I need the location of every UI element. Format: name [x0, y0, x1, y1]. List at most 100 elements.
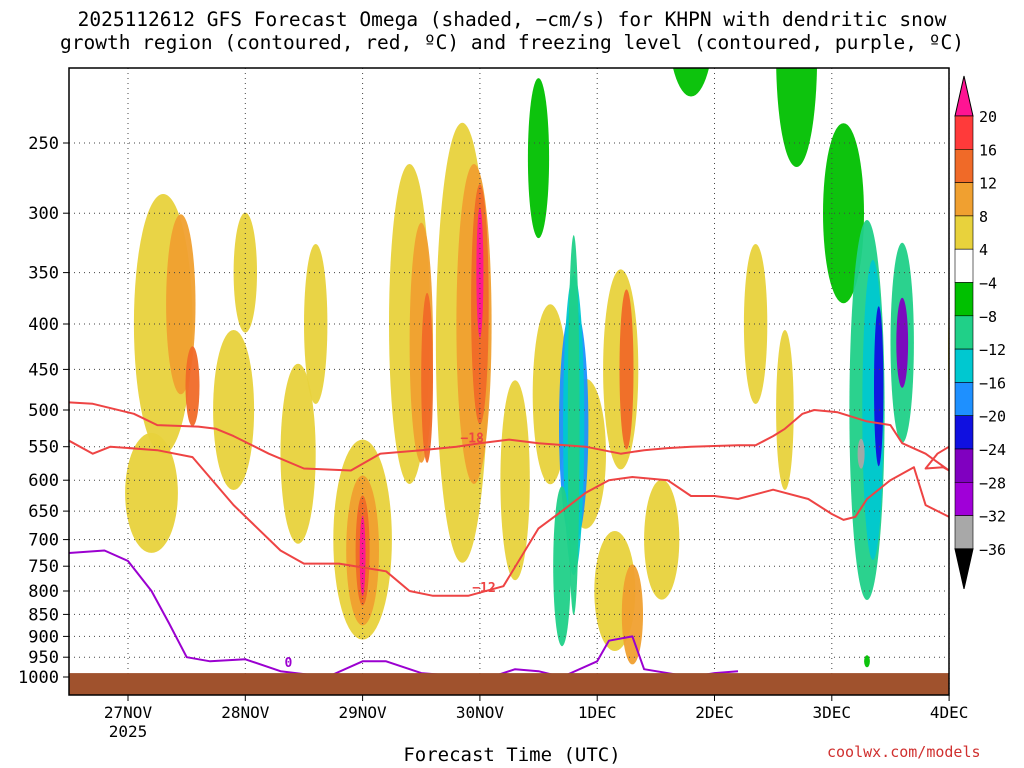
colorbar-swatch-4 [954, 215, 974, 250]
x-tick-label-5: 2DEC [695, 703, 734, 722]
colorbar-label-2: 12 [979, 175, 997, 193]
shading-region-41 [673, 68, 709, 97]
colorbar-swatch-6 [954, 282, 974, 317]
colorbar-label-0: 20 [979, 108, 997, 126]
shading-region-5 [233, 212, 257, 333]
colorbar-label-6: −8 [979, 308, 997, 326]
y-tick-label-2: 350 [28, 264, 59, 284]
y-tick-label-13: 900 [28, 627, 59, 647]
x-axis-label: Forecast Time (UTC) [403, 744, 621, 766]
colorbar-swatch-12 [954, 481, 974, 516]
x-axis: 27NOV 28NOV 29NOV 30NOV 1DEC 2DEC 3DEC 4DEC 2025 [104, 695, 968, 741]
y-tick-label-1: 300 [28, 204, 59, 224]
shading-region-48 [864, 655, 870, 668]
colorbar-label-5: −4 [979, 275, 997, 293]
shading-region-14 [421, 292, 433, 463]
red-contour-1 [69, 439, 949, 597]
terrain-band [69, 673, 949, 695]
shading-region-39 [896, 297, 909, 388]
omega-shading [125, 0, 949, 668]
colorbar-label-10: −24 [979, 441, 1006, 459]
plot-frame [68, 67, 950, 696]
shading-region-43 [282, 0, 303, 26]
colorbar-swatch-3 [954, 182, 974, 217]
y-tick-label-14: 950 [28, 648, 59, 668]
x-tick-label-4: 1DEC [578, 703, 617, 722]
shading-region-6 [280, 363, 316, 544]
shading-region-45 [527, 78, 550, 239]
title-line-1: 2025112612 GFS Forecast Omega (shaded, −… [77, 8, 947, 31]
y-tick-label-0: 250 [28, 134, 59, 154]
colorbar-swatch-11 [954, 448, 974, 483]
red-contour-label-0: −18 [460, 432, 484, 447]
colorbar-label-13: −36 [979, 541, 1006, 559]
colorbar: 20 16 12 8 4 −4 −8 −12 −16 −20 −24 −28 −32 −36 [954, 75, 1006, 590]
colorbar-label-12: −32 [979, 508, 1006, 526]
y-tick-label-8: 650 [28, 502, 59, 522]
colorbar-top-arrow [954, 75, 974, 117]
y-axis: 2503003504004505005506006507007508008509… [18, 134, 69, 688]
title-line-2: growth region (contoured, red, ºC) and f… [60, 31, 964, 54]
colorbar-label-11: −28 [979, 474, 1006, 492]
colorbar-label-7: −12 [979, 341, 1006, 359]
shading-region-11 [359, 515, 366, 596]
colorbar-swatch-8 [954, 348, 974, 383]
red-contour-label-1: −12 [472, 581, 495, 596]
shading-region-2 [166, 214, 196, 395]
shading-region-29 [567, 235, 580, 616]
y-tick-label-10: 750 [28, 557, 59, 577]
x-year-label: 2025 [109, 722, 148, 741]
colorbar-swatch-7 [954, 315, 974, 350]
colorbar-label-3: 8 [979, 208, 988, 226]
purple-contour-label-0: 0 [285, 656, 293, 671]
y-tick-label-9: 700 [28, 531, 59, 551]
terrain [69, 673, 949, 695]
colorbar-swatch-5 [954, 248, 974, 283]
colorbar-swatch-1 [954, 115, 974, 150]
y-tick-label-3: 400 [28, 315, 59, 335]
colorbar-label-1: 16 [979, 141, 997, 159]
colorbar-swatch-13 [954, 515, 974, 550]
x-tick-label-6: 3DEC [813, 703, 852, 722]
colorbar-label-4: 4 [979, 241, 988, 259]
x-tick-label-0: 27NOV [104, 703, 153, 722]
shading-region-23 [621, 564, 644, 665]
colorbar-swatch-2 [954, 149, 974, 183]
y-tick-label-4: 450 [28, 360, 59, 380]
colorbar-label-8: −16 [979, 374, 1006, 392]
y-tick-label-12: 850 [28, 605, 59, 625]
x-tick-label-3: 30NOV [456, 703, 505, 722]
chart-title: 2025112612 GFS Forecast Omega (shaded, −… [0, 8, 1024, 54]
colorbar-bottom-arrow [954, 548, 974, 590]
shading-region-40 [857, 438, 865, 469]
y-tick-label-15: 1000 [18, 668, 59, 688]
shading-region-34 [823, 123, 864, 304]
x-tick-label-7: 4DEC [930, 703, 969, 722]
colorbar-label-9: −20 [979, 408, 1006, 426]
shading-region-30 [553, 486, 571, 647]
shading-region-20 [532, 304, 568, 485]
shading-region-0 [125, 432, 178, 553]
y-tick-label-6: 550 [28, 438, 59, 458]
y-tick-label-5: 500 [28, 401, 59, 421]
shading-region-37 [874, 306, 884, 467]
shading-region-3 [185, 346, 200, 427]
shading-region-42 [618, 0, 647, 61]
shading-region-31 [743, 244, 768, 404]
red-contour-0 [69, 401, 949, 472]
shading-region-4 [213, 330, 255, 490]
credit-text: coolwx.com/models [827, 743, 981, 761]
x-tick-label-2: 29NOV [339, 703, 388, 722]
shading-region-25 [619, 289, 634, 450]
shading-region-33 [776, 68, 817, 167]
shading-region-26 [644, 479, 680, 600]
shading-region-7 [304, 244, 328, 404]
colorbar-swatch-9 [954, 382, 974, 416]
shading-region-19 [500, 380, 530, 581]
x-tick-label-1: 28NOV [221, 703, 270, 722]
colorbar-swatch-10 [954, 415, 974, 450]
grid-lines [69, 68, 950, 695]
shading-region-44 [128, 0, 140, 6]
y-tick-label-11: 800 [28, 582, 59, 602]
